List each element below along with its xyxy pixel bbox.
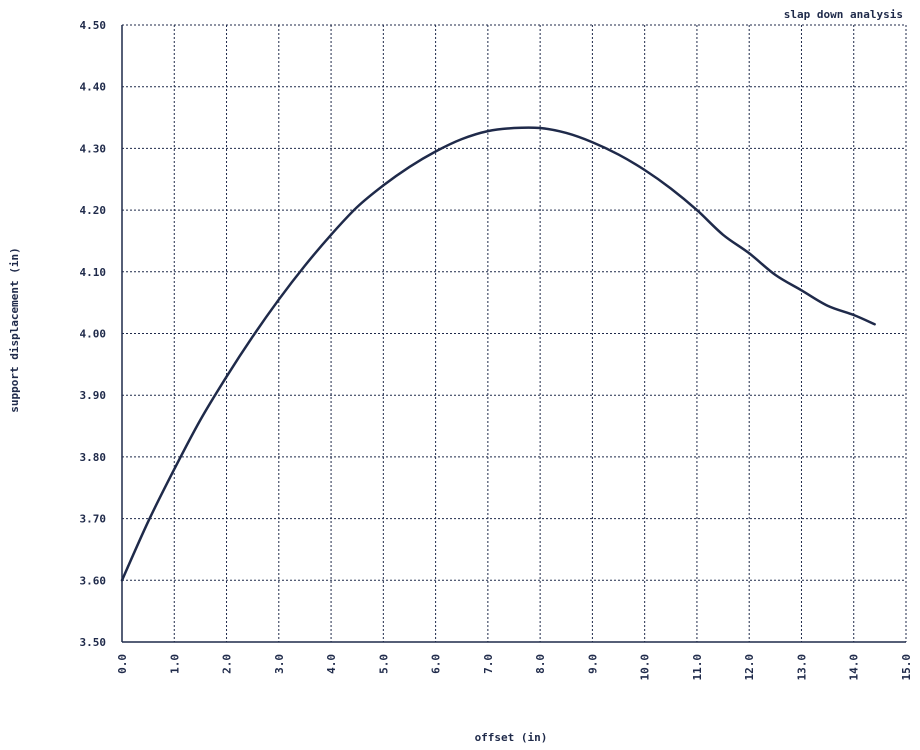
x-tick-label: 1.0 <box>168 654 181 674</box>
x-tick-label: 14.0 <box>848 654 861 681</box>
x-tick-label: 7.0 <box>482 654 495 674</box>
grid <box>121 24 907 643</box>
y-tick-label: 4.30 <box>80 142 107 155</box>
y-tick-label: 3.60 <box>80 574 107 587</box>
y-tick-label: 3.70 <box>80 513 107 526</box>
y-tick-label: 4.50 <box>80 19 107 32</box>
x-tick-label: 0.0 <box>116 654 129 674</box>
x-tick-label: 5.0 <box>377 654 390 674</box>
chart-title: slap down analysis <box>784 8 903 21</box>
y-tick-label: 4.00 <box>80 328 107 341</box>
x-tick-label: 13.0 <box>795 654 808 681</box>
y-tick-label: 4.20 <box>80 204 107 217</box>
x-tick-label: 8.0 <box>534 654 547 674</box>
y-tick-label: 3.80 <box>80 451 107 464</box>
x-tick-label: 11.0 <box>691 654 704 681</box>
x-tick-label: 3.0 <box>273 654 286 674</box>
x-tick-label: 10.0 <box>639 654 652 681</box>
y-axis-label: support displacement (in) <box>8 247 21 413</box>
x-tick-label: 12.0 <box>743 654 756 681</box>
x-tick-label: 15.0 <box>900 654 913 681</box>
x-tick-label: 6.0 <box>430 654 443 674</box>
y-tick-label: 3.50 <box>80 636 107 649</box>
tick-labels: 0.0 1.0 2.0 3.0 4.0 5.0 6.0 7.0 8.0 9.0 10.0 11.0 12… <box>80 19 914 681</box>
series-line <box>120 126 876 582</box>
x-axis-label: offset (in) <box>475 731 548 744</box>
series-layer <box>120 126 876 582</box>
x-tick-label: 4.0 <box>325 654 338 674</box>
x-tick-label: 9.0 <box>586 654 599 674</box>
x-tick-label: 2.0 <box>221 654 234 674</box>
y-tick-label: 4.40 <box>80 81 107 94</box>
y-tick-label: 4.10 <box>80 266 107 279</box>
y-tick-label: 3.90 <box>80 389 107 402</box>
